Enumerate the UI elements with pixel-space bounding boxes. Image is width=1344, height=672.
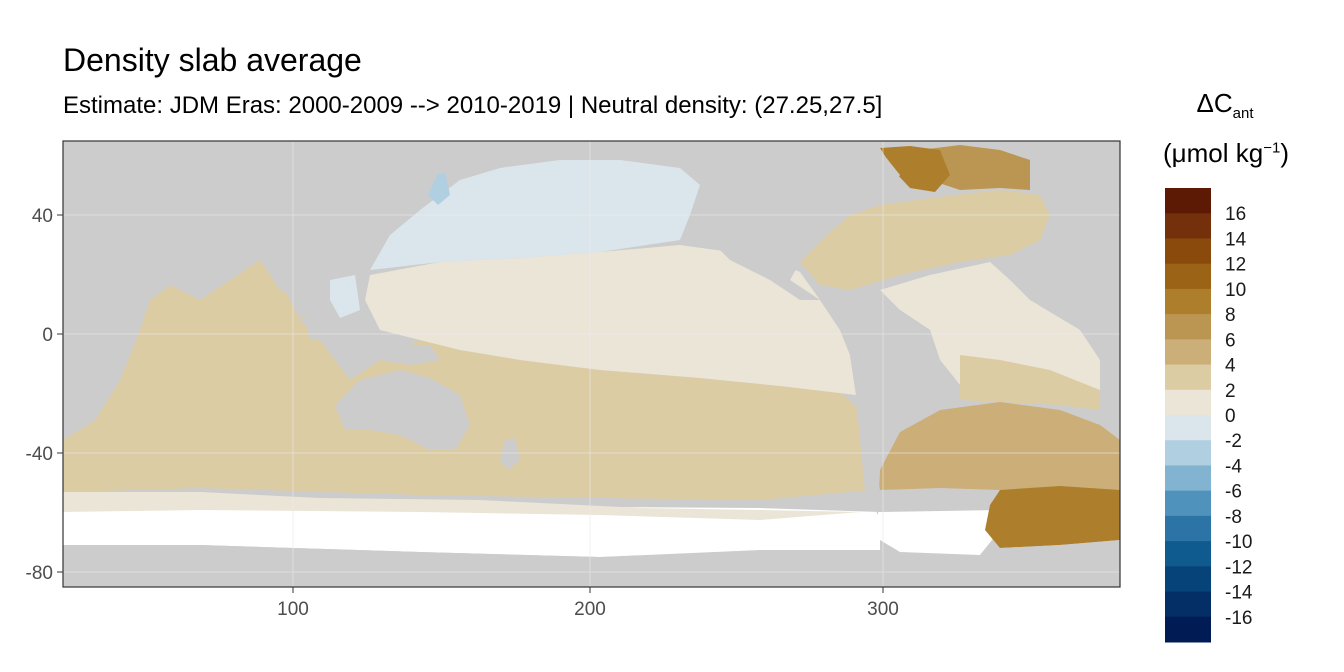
greenland-europe-land [1030,141,1120,300]
legend-swatch [1165,591,1211,618]
y-axis: 40 0 -40 -80 [26,206,63,584]
africa-land [63,141,320,440]
south-atlantic-2-4 [960,355,1100,410]
legend-title: ΔCant [1180,88,1270,122]
legend-tick-label: 12 [1225,255,1246,276]
legend-swatch [1165,314,1211,340]
south-atlantic-8-10 [985,486,1120,548]
legend-tick-label: 16 [1225,204,1246,225]
x-axis: 100 200 300 [277,587,899,620]
tropical-pacific-0-2 [365,245,856,395]
legend-unit: (μmol kg−1) [1163,138,1289,169]
north-america-land [690,150,900,300]
legend-tick-label: -16 [1225,608,1252,629]
legend-swatch [1165,389,1211,416]
legend-swatch [1165,566,1211,593]
eurasia-land [290,141,880,340]
legend-tick-label: -8 [1225,507,1242,528]
legend-tick-label: 14 [1225,229,1247,250]
legend-tick-label: 10 [1225,280,1246,301]
legend-tick-label: 4 [1225,356,1236,377]
south-america-land [820,290,960,515]
legend-unit-close: ) [1280,138,1289,168]
legend-swatch [1165,188,1211,214]
legend-swatch [1165,364,1211,391]
legend-swatch [1165,515,1211,542]
legend-swatch [1165,339,1211,366]
grid-lines [63,141,1120,587]
legend-tick-label: 8 [1225,305,1236,326]
chart-title: Density slab average [63,42,362,78]
legend-symbol: ΔC [1196,88,1233,118]
legend-swatch [1165,465,1211,492]
legend-colorbar [1165,188,1211,643]
legend-unit-exponent: −1 [1263,139,1281,157]
south-china-sea-neg2-0 [330,275,360,318]
y-tick-label: 0 [42,325,53,346]
legend-swatch [1165,541,1211,567]
legend-swatch [1165,415,1211,441]
y-tick-label: 40 [32,206,53,227]
chart-subtitle: Estimate: JDM Eras: 2000-2009 --> 2010-2… [63,92,883,119]
x-tick-label: 300 [867,599,899,620]
x-tick-label: 200 [574,599,606,620]
india-land [260,250,320,320]
weddell-nodata [880,510,1000,555]
y-tick-label: -40 [26,444,53,465]
legend-tick-label: 0 [1225,406,1236,427]
legend-labels: 16 14 12 10 8 6 4 2 0 -2 -4 -6 -8 -10 -12 -14 -16 [1225,204,1253,629]
panel-border [62,140,1121,588]
new-zealand-land [500,438,520,470]
y-tick-label: -80 [26,563,53,584]
legend-subscript: ant [1232,105,1254,122]
ocean-field [63,141,1120,587]
legend-unit-open: (μmol kg [1163,138,1264,168]
legend-tick-label: -4 [1225,456,1242,477]
legend-tick-label: -14 [1225,583,1253,604]
x-tick-label: 100 [277,599,309,620]
irminger-6-8 [920,145,1030,190]
legend-swatch [1165,263,1211,290]
legend-tick-label: -2 [1225,431,1242,452]
legend-swatch [1165,440,1211,466]
legend-tick-label: 2 [1225,381,1236,402]
legend-swatch [1165,616,1211,643]
legend-tick-label: -12 [1225,557,1252,578]
legend-tick-label: -6 [1225,482,1242,503]
maritime-continent-land [330,330,440,365]
southern-band-0-2 [63,492,860,520]
land-masses [63,141,1120,587]
antarctica-land [63,540,1120,587]
irminger-8-10 [880,146,950,192]
south-atlantic-4-6 [875,402,1120,495]
indian-southpacific-2-4 [63,280,870,500]
legend-tick-label: -10 [1225,532,1252,553]
legend-tick-label: 6 [1225,330,1236,351]
australia-land [335,370,470,450]
legend-swatch [1165,213,1211,239]
legend-swatch [1165,288,1211,315]
legend-swatch [1165,490,1211,517]
legend-swatch [1165,238,1211,265]
